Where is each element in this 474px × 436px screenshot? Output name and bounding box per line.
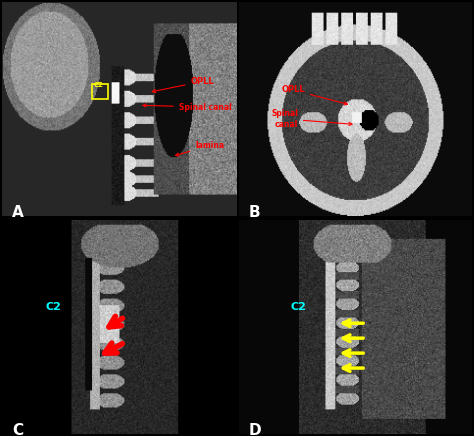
- Text: A: A: [12, 205, 24, 220]
- Text: C2: C2: [45, 303, 61, 312]
- Text: OPLL: OPLL: [281, 85, 347, 105]
- Text: C2: C2: [94, 82, 104, 88]
- Bar: [92, 84, 109, 99]
- Text: C2: C2: [291, 303, 307, 312]
- Text: Spinal canal: Spinal canal: [143, 102, 232, 112]
- Text: B: B: [249, 205, 260, 220]
- Text: OPLL: OPLL: [152, 77, 214, 92]
- Text: D: D: [249, 423, 261, 436]
- Text: Spinal
canal: Spinal canal: [271, 109, 352, 129]
- Text: lamina: lamina: [176, 141, 224, 156]
- Text: C: C: [12, 423, 23, 436]
